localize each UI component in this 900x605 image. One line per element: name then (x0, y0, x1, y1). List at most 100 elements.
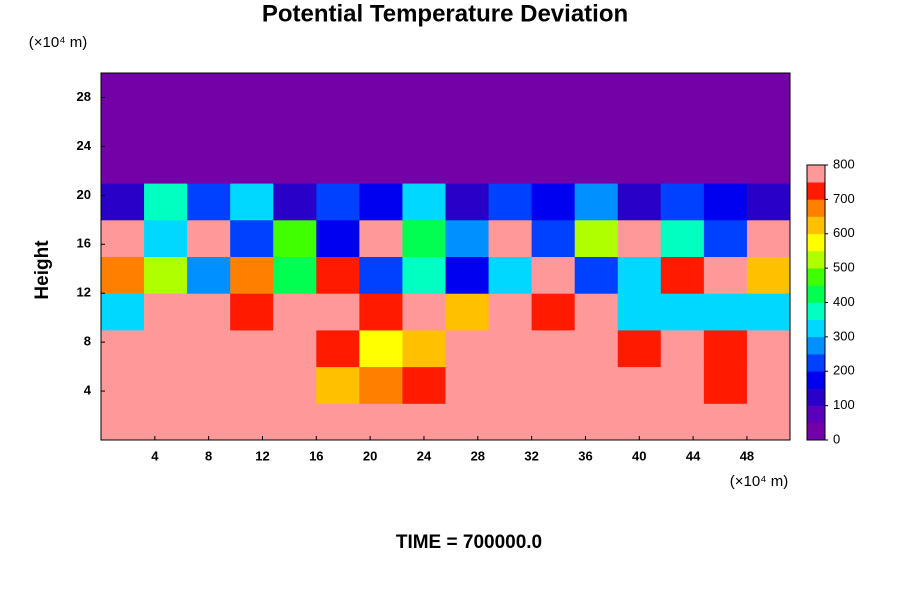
heat-cell (617, 109, 662, 147)
colorbar-tick-label: 500 (833, 260, 855, 275)
colorbar-swatch (807, 336, 825, 355)
heat-cell (402, 109, 446, 147)
heat-cell (230, 146, 274, 184)
heat-cell (531, 403, 576, 441)
heat-cell (703, 183, 748, 221)
heat-cell (273, 403, 317, 441)
chart-title: Potential Temperature Deviation (262, 0, 628, 27)
heat-cell (617, 293, 662, 331)
heat-cell (746, 403, 791, 441)
y-tick-label: 24 (77, 138, 92, 153)
heat-cell (703, 403, 748, 441)
heat-cell (359, 219, 403, 257)
footer: TIME = 700000.0 (396, 532, 542, 553)
heat-cell (359, 73, 403, 111)
colorbar-swatch (807, 388, 825, 406)
heat-cell (746, 293, 791, 331)
heat-cell (359, 183, 403, 221)
heat-cell (660, 73, 705, 111)
heat-cell (402, 219, 446, 257)
heat-cell (402, 73, 446, 111)
heat-cell (660, 329, 705, 368)
heat-cell (359, 146, 403, 184)
colorbar-swatch (807, 182, 825, 200)
heat-cell (703, 109, 748, 147)
heat-cell (316, 256, 360, 294)
heat-cell (144, 403, 188, 441)
y-tick-label: 20 (77, 187, 91, 202)
heat-cell (488, 219, 533, 257)
colorbar-tick-label: 200 (833, 363, 855, 378)
heat-cell (316, 403, 360, 441)
colorbar-swatch (807, 422, 825, 441)
x-tick-label: 32 (524, 448, 538, 463)
heat-cell (660, 146, 705, 184)
x-tick-label: 40 (632, 448, 646, 463)
heat-cell (273, 366, 317, 404)
heat-cell (187, 293, 231, 331)
colorbar-swatch (807, 216, 825, 235)
colorbar-tick-label: 600 (833, 225, 855, 240)
heat-cell (746, 256, 791, 294)
colorbar-swatch (807, 233, 825, 252)
heat-cell (746, 219, 791, 257)
colorbar-swatch (807, 250, 825, 269)
heat-cell (574, 293, 619, 331)
heat-cell (445, 329, 490, 368)
heat-cell (144, 146, 188, 184)
heat-cell (101, 146, 145, 184)
colorbar-swatch (807, 371, 825, 389)
heat-cell (101, 293, 145, 331)
heat-cell (187, 403, 231, 441)
heat-cell (144, 293, 188, 331)
heat-cell (488, 329, 533, 368)
heat-cell (531, 73, 576, 111)
heat-cell (746, 73, 791, 111)
heat-cell (488, 293, 533, 331)
colorbar-swatch (807, 302, 825, 320)
heat-cell (316, 109, 360, 147)
colorbar-tick-label: 100 (833, 397, 855, 412)
heat-cell (187, 366, 231, 404)
heat-cell (574, 366, 619, 404)
heat-cell (617, 146, 662, 184)
heat-cell (101, 256, 145, 294)
colorbar-swatch (807, 405, 825, 424)
heat-cell (402, 256, 446, 294)
heat-cell (101, 219, 145, 257)
heat-cell (574, 256, 619, 294)
colorbar-tick-label: 800 (833, 156, 855, 171)
y-tick-label: 16 (77, 236, 91, 251)
colorbar-tick-label: 300 (833, 328, 855, 343)
x-unit-label: (×10⁴ m) (730, 473, 789, 490)
heat-cell (531, 219, 576, 257)
heat-cell (230, 73, 274, 111)
heat-cell (660, 219, 705, 257)
colorbar-swatch (807, 199, 825, 217)
heat-cell (488, 183, 533, 221)
heat-cell (273, 329, 317, 368)
x-tick-label: 28 (471, 448, 485, 463)
y-axis-label: Height (32, 240, 53, 300)
heat-cell (316, 219, 360, 257)
heat-cell (445, 256, 490, 294)
heat-cell (101, 109, 145, 147)
heat-cell (316, 366, 360, 404)
heat-cell (574, 109, 619, 147)
heat-cell (445, 403, 490, 441)
heat-cell (445, 73, 490, 111)
y-tick-label: 8 (84, 334, 91, 349)
colorbar-tick-label: 400 (833, 294, 855, 309)
heat-cell (445, 183, 490, 221)
heat-cell (273, 293, 317, 331)
heat-cell (445, 146, 490, 184)
heat-cell (703, 329, 748, 368)
x-tick-label: 12 (255, 448, 269, 463)
heat-cell (316, 146, 360, 184)
heat-cell (617, 256, 662, 294)
heat-cell (488, 366, 533, 404)
heat-cell (402, 183, 446, 221)
heat-cell (660, 109, 705, 147)
x-tick-label: 48 (740, 448, 754, 463)
heat-cell (660, 366, 705, 404)
